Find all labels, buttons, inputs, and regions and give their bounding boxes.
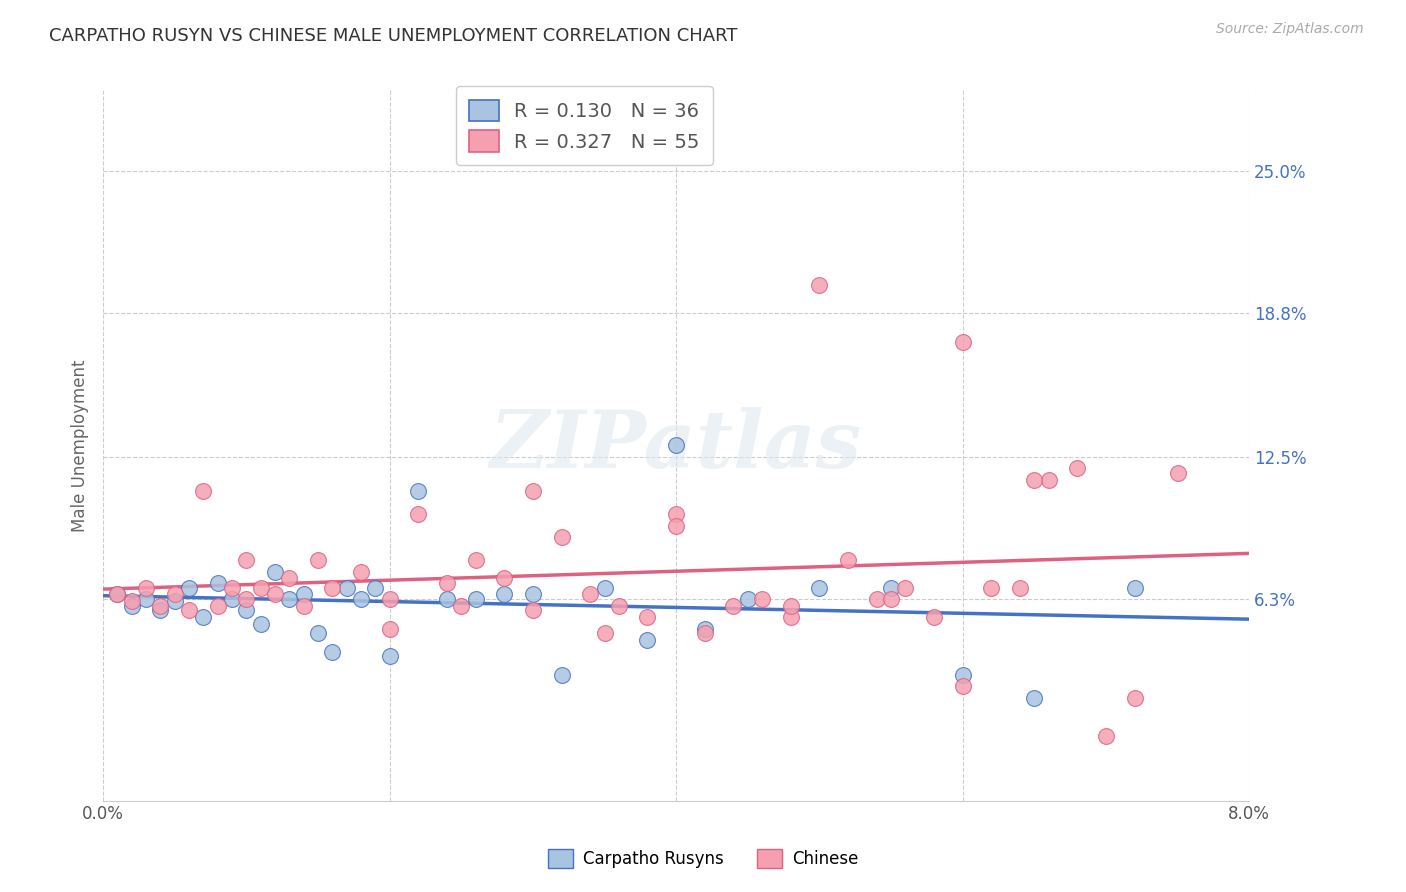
Legend: Carpatho Rusyns, Chinese: Carpatho Rusyns, Chinese <box>541 843 865 875</box>
Point <box>163 587 186 601</box>
Point <box>837 553 859 567</box>
Point <box>436 576 458 591</box>
Text: CARPATHO RUSYN VS CHINESE MALE UNEMPLOYMENT CORRELATION CHART: CARPATHO RUSYN VS CHINESE MALE UNEMPLOYM… <box>49 27 738 45</box>
Point <box>264 587 287 601</box>
Point <box>808 581 831 595</box>
Point <box>149 599 172 613</box>
Point <box>292 599 315 613</box>
Point <box>321 645 343 659</box>
Point <box>336 581 359 595</box>
Point <box>350 565 373 579</box>
Point <box>235 603 257 617</box>
Point <box>1008 581 1031 595</box>
Point <box>408 484 430 499</box>
Point <box>737 592 759 607</box>
Point <box>292 587 315 601</box>
Point <box>1123 581 1146 595</box>
Point <box>607 599 630 613</box>
Point <box>378 592 401 607</box>
Point <box>1024 690 1046 705</box>
Point <box>952 667 974 681</box>
Point <box>808 278 831 293</box>
Point <box>307 626 329 640</box>
Point <box>880 592 903 607</box>
Point <box>751 592 773 607</box>
Point <box>408 507 430 521</box>
Point <box>221 581 243 595</box>
Point <box>1095 730 1118 744</box>
Point <box>163 594 186 608</box>
Point <box>436 592 458 607</box>
Point <box>221 592 243 607</box>
Point <box>121 594 143 608</box>
Point <box>107 587 129 601</box>
Point <box>693 622 716 636</box>
Point <box>522 603 544 617</box>
Point <box>723 599 745 613</box>
Point <box>637 610 659 624</box>
Point <box>637 633 659 648</box>
Point <box>350 592 373 607</box>
Point <box>278 592 301 607</box>
Point <box>135 592 157 607</box>
Point <box>494 571 516 585</box>
Point <box>522 587 544 601</box>
Point <box>579 587 602 601</box>
Point <box>866 592 889 607</box>
Point <box>693 626 716 640</box>
Point <box>249 617 271 632</box>
Point <box>107 587 129 601</box>
Point <box>307 553 329 567</box>
Point <box>952 679 974 693</box>
Point <box>1123 690 1146 705</box>
Text: Source: ZipAtlas.com: Source: ZipAtlas.com <box>1216 22 1364 37</box>
Point <box>665 438 688 452</box>
Point <box>193 484 215 499</box>
Point <box>1024 473 1046 487</box>
Point <box>1038 473 1060 487</box>
Point <box>177 603 200 617</box>
Point <box>1167 466 1189 480</box>
Point <box>121 599 143 613</box>
Point <box>952 335 974 350</box>
Legend: R = 0.130   N = 36, R = 0.327   N = 55: R = 0.130 N = 36, R = 0.327 N = 55 <box>456 86 713 165</box>
Point <box>922 610 945 624</box>
Point <box>364 581 387 595</box>
Point <box>235 592 257 607</box>
Y-axis label: Male Unemployment: Male Unemployment <box>72 359 89 532</box>
Point <box>665 518 688 533</box>
Point <box>177 581 200 595</box>
Point <box>464 592 486 607</box>
Point <box>264 565 287 579</box>
Point <box>550 530 572 544</box>
Point <box>880 581 903 595</box>
Point <box>321 581 343 595</box>
Point <box>894 581 917 595</box>
Text: ZIPatlas: ZIPatlas <box>491 407 862 484</box>
Point <box>779 599 801 613</box>
Point <box>249 581 271 595</box>
Point <box>980 581 1002 595</box>
Point <box>378 649 401 664</box>
Point <box>193 610 215 624</box>
Point <box>207 599 229 613</box>
Point <box>235 553 257 567</box>
Point <box>464 553 486 567</box>
Point <box>593 626 616 640</box>
Point <box>550 667 572 681</box>
Point <box>278 571 301 585</box>
Point <box>494 587 516 601</box>
Point <box>149 603 172 617</box>
Point <box>207 576 229 591</box>
Point <box>522 484 544 499</box>
Point <box>135 581 157 595</box>
Point <box>450 599 472 613</box>
Point <box>593 581 616 595</box>
Point <box>378 622 401 636</box>
Point <box>665 507 688 521</box>
Point <box>779 610 801 624</box>
Point <box>1066 461 1088 475</box>
